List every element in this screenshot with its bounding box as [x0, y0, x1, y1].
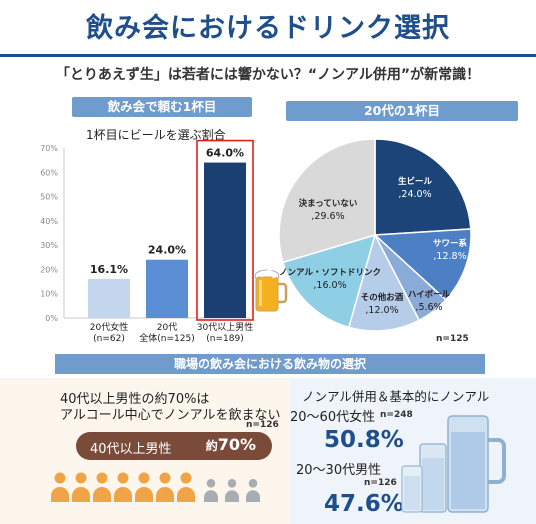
y-tick-label: 10% [40, 290, 58, 299]
person-icon [245, 478, 261, 502]
bar-highlight-frame [196, 139, 254, 321]
people-pictogram [51, 472, 261, 502]
pie-panel-header: 20代の1杯目 [286, 101, 518, 121]
person-icon [51, 472, 69, 502]
title-divider [0, 54, 536, 57]
pill-label: 40代以上男性 [90, 442, 172, 457]
person-icon [224, 478, 240, 502]
workplace-banner: 職場の飲み会における飲み物の選択 [55, 354, 485, 374]
pie-slice [374, 138, 472, 236]
bar-category-line: 20代女性 [89, 323, 129, 333]
pill-value-wrap: 約70% [206, 435, 256, 454]
person-icon [156, 472, 174, 502]
pie-chart: 生ビール ,24.0% サワー系 ,12.8% ハイボール ,5.6% その他お酒 ,12.0… [278, 138, 472, 332]
bar-category-line: 全体(n=125) [139, 334, 195, 344]
pie-slice-value: ,29.6% [311, 211, 344, 222]
bar-category-label-1: 20代 全体(n=125) [132, 323, 202, 345]
group2-label: 20～30代男性 [296, 463, 382, 478]
pie-slice-value: ,24.0% [398, 189, 431, 200]
left-sample-size: n=126 [246, 420, 279, 430]
y-tick-label: 50% [40, 193, 58, 202]
pie-slice-value: ,5.6% [415, 302, 442, 313]
pie-slice [278, 138, 376, 264]
pie-slice-label: その他お酒 [361, 292, 404, 303]
pill-value-prefix: 約 [205, 439, 218, 453]
pie-slice-label: ハイボール [408, 289, 451, 300]
bar-value-label: 64.0% [206, 147, 244, 160]
person-icon [114, 472, 132, 502]
bar [204, 162, 246, 318]
group2-value: 47.6% [324, 491, 404, 517]
bar-category-line: (n=189) [206, 334, 244, 344]
bar-category-label-0: 20代女性 (n=62) [74, 323, 144, 345]
pie-slice-label: 決まっていない [299, 198, 358, 209]
y-tick-label: 20% [40, 265, 58, 274]
pie-slice-label: ノンアル・ソフトドリンク [279, 267, 381, 278]
group1-sample-size: n=248 [380, 410, 413, 420]
person-icon [177, 472, 195, 502]
pie-slice-label: 生ビール [398, 176, 433, 187]
bar-chart-title: 1杯目にビールを選ぶ割合 [86, 128, 226, 142]
y-tick-label: 30% [40, 241, 58, 250]
group2-sample-size: n=126 [364, 478, 397, 488]
y-tick-label: 40% [40, 217, 58, 226]
bar-category-line: 30代以上男性 [196, 323, 254, 333]
beer-mug-icon [254, 269, 288, 312]
bar-value-label: 24.0% [148, 244, 186, 257]
person-icon [93, 472, 111, 502]
men-40-plus-pill: 40代以上男性 約70% [76, 432, 272, 460]
pie-sample-size: n=125 [436, 334, 469, 344]
pie-slice-label: サワー系 [433, 238, 468, 249]
left-stat-line1: 40代以上男性の約70%は [60, 392, 210, 407]
y-tick-label: 0% [45, 314, 58, 323]
y-tick-label: 70% [40, 144, 58, 153]
pill-value: 70% [217, 435, 256, 454]
left-stat-line2: アルコール中心でノンアルを飲まない [60, 408, 281, 423]
page-subtitle: 「とりあえず生」は若者には響かない？“ノンアル併用”が新常識！ [55, 67, 481, 83]
pie-slice-value: ,12.0% [365, 305, 398, 316]
page-title: 飲み会におけるドリンク選択 [86, 13, 450, 44]
pie-slice [282, 233, 377, 329]
bar [88, 278, 130, 318]
right-heading: ノンアル併用＆基本的にノンアル [302, 389, 490, 404]
y-tick-label: 60% [40, 168, 58, 177]
bar-panel-header: 飲み会で頼む1杯目 [72, 97, 252, 117]
bar-category-line: 20代 [156, 323, 178, 333]
bar-category-line: (n=62) [93, 334, 125, 344]
pie-slice-value: ,12.8% [433, 251, 466, 262]
group1-value: 50.8% [324, 427, 404, 453]
pie-slice-value: ,16.0% [313, 280, 346, 291]
person-icon [72, 472, 90, 502]
person-icon [203, 478, 219, 502]
bar-value-label: 16.1% [90, 263, 128, 276]
bar-chart: 0% 10% 20% 30% 40% 50% 60% 70% 16.1% 24.0% 64.0% [40, 139, 254, 323]
person-icon [135, 472, 153, 502]
pie-slice [373, 228, 472, 301]
bar [146, 259, 188, 318]
bar-category-label-2: 30代以上男性 (n=189) [190, 323, 260, 345]
pie-slice [347, 232, 421, 332]
group1-label: 20～60代女性 [290, 410, 376, 425]
glasses-icon [401, 415, 506, 513]
